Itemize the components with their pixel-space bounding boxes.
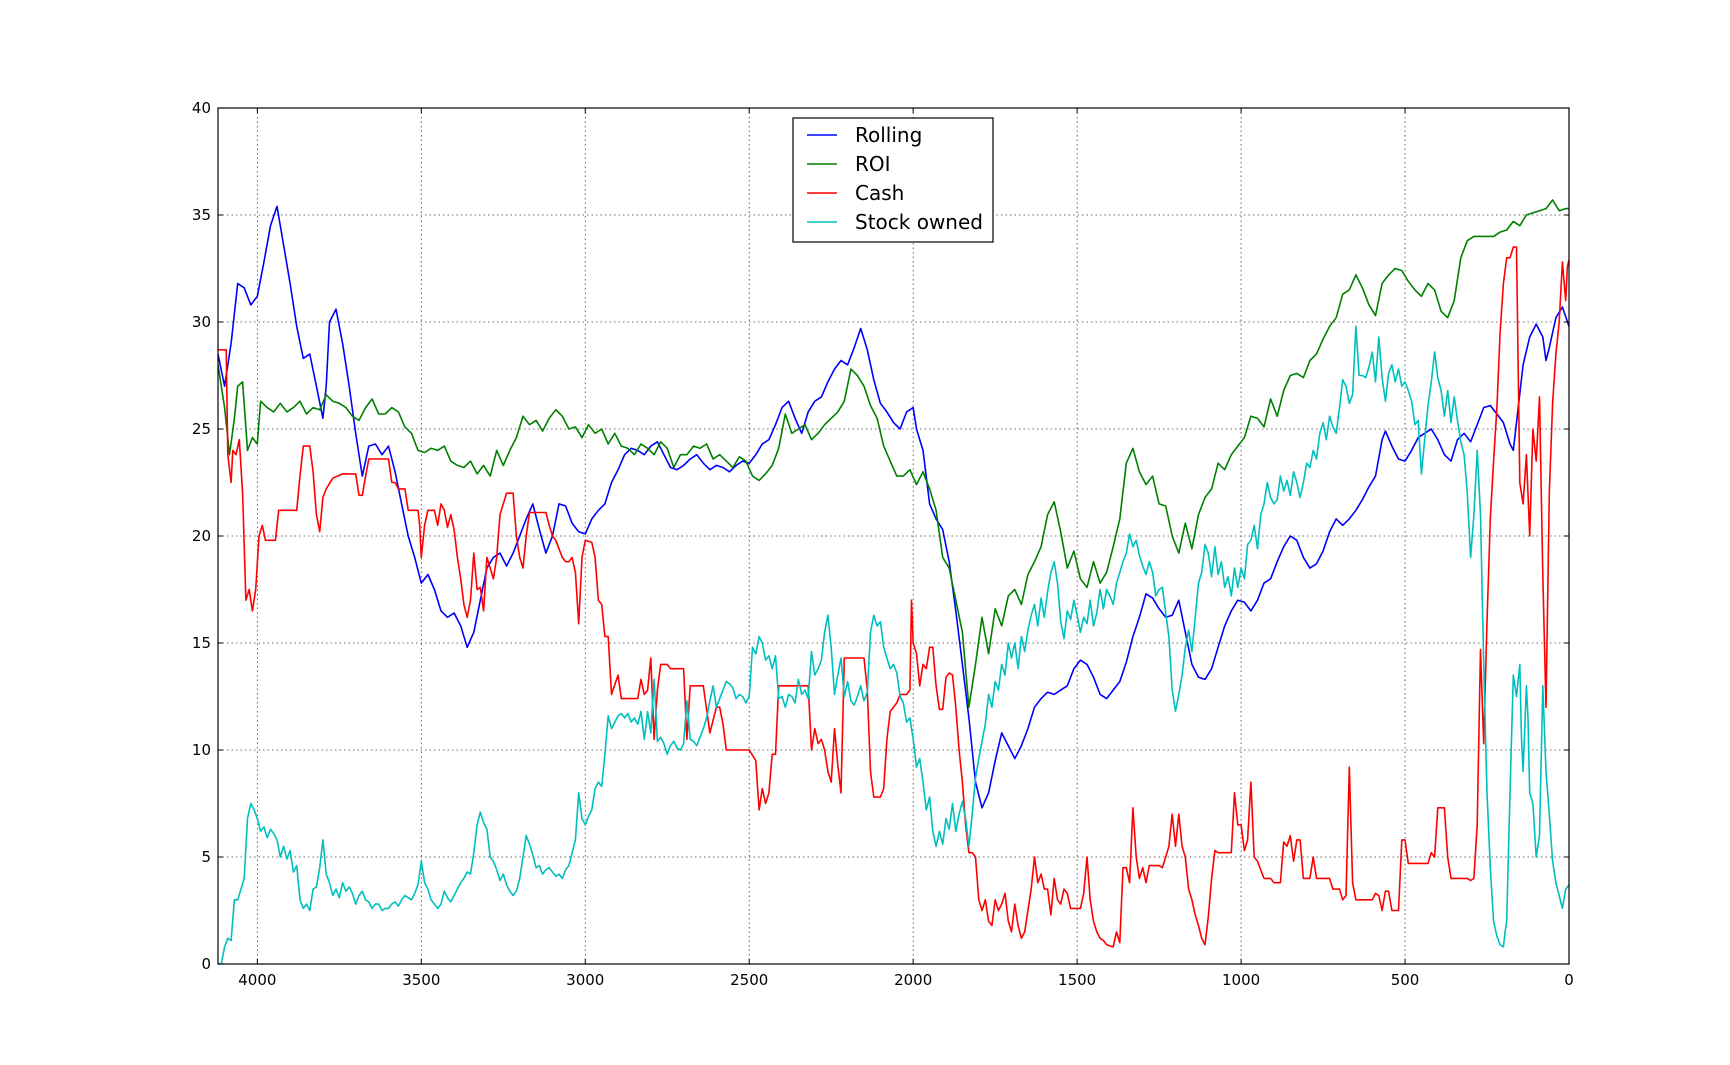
legend-label-stock-owned: Stock owned (855, 210, 983, 234)
y-tick-label: 30 (192, 313, 211, 331)
series-line-rolling (217, 205, 1570, 809)
y-tick-label: 35 (192, 206, 211, 224)
y-tick-label: 5 (201, 848, 211, 866)
series-line-cash (218, 246, 1570, 948)
legend: Rolling ROI Cash Stock owned (792, 117, 994, 243)
legend-label-rolling: Rolling (855, 123, 922, 147)
x-tick-label: 0 (1564, 971, 1574, 989)
y-tick-label: 10 (192, 741, 211, 759)
x-tick-label: 2500 (730, 971, 768, 989)
y-tick-label: 40 (192, 99, 211, 117)
legend-label-cash: Cash (855, 181, 904, 205)
legend-label-roi: ROI (855, 152, 891, 176)
y-tick-label: 0 (201, 955, 211, 973)
series-group (217, 199, 1570, 965)
x-tick-label: 3500 (402, 971, 440, 989)
series-line-stock-owned (218, 325, 1570, 965)
x-tick-label: 2000 (894, 971, 932, 989)
x-tick-label: 4000 (238, 971, 276, 989)
x-tick-label: 1000 (1222, 971, 1260, 989)
y-tick-label: 15 (192, 634, 211, 652)
axis-ticks: 4000 3500 3000 2500 2000 1500 1000 500 0 0 5 10 15 20… (192, 99, 1574, 989)
series-line-roi (217, 199, 1569, 708)
y-tick-label: 20 (192, 527, 211, 545)
x-tick-label: 500 (1391, 971, 1420, 989)
y-tick-label: 25 (192, 420, 211, 438)
x-tick-label: 1500 (1058, 971, 1096, 989)
x-tick-label: 3000 (566, 971, 604, 989)
